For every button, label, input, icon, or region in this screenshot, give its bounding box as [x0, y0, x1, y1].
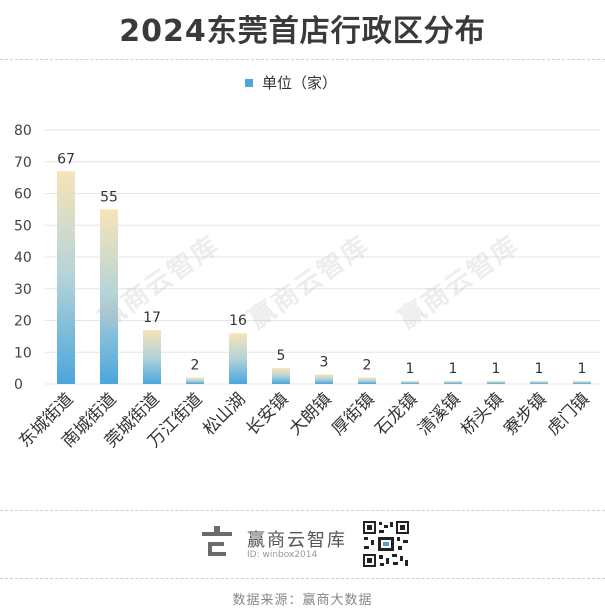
- bar: [272, 368, 290, 384]
- data-label: 16: [229, 313, 247, 329]
- data-label: 1: [492, 361, 501, 377]
- data-label: 55: [100, 189, 118, 205]
- data-label: 1: [449, 361, 458, 377]
- x-tick-label: 清溪镇: [414, 389, 464, 439]
- y-tick-label: 10: [14, 345, 32, 361]
- legend-swatch: [245, 79, 253, 87]
- x-tick-label: 松山湖: [199, 389, 249, 439]
- y-tick-label: 60: [14, 187, 32, 203]
- chart-title: 2024东莞首店行政区分布: [119, 14, 486, 49]
- winshang-logo-icon: [202, 526, 232, 556]
- bar: [229, 333, 247, 384]
- footer-divider: [0, 510, 605, 511]
- y-tick-label: 30: [14, 282, 32, 298]
- y-tick-label: 70: [14, 155, 32, 171]
- data-label: 1: [535, 361, 544, 377]
- bar: [530, 380, 548, 384]
- x-tick-label: 厚街镇: [328, 389, 378, 439]
- data-label: 67: [57, 151, 75, 167]
- top-divider: [0, 59, 605, 60]
- x-tick-label: 大朗镇: [285, 389, 335, 439]
- data-source: 数据来源：赢商大数据: [232, 593, 373, 608]
- qr-code-icon: [362, 520, 410, 568]
- x-tick-label: 石龙镇: [371, 389, 421, 439]
- bar: [401, 380, 419, 384]
- bar: [186, 377, 204, 384]
- brand-block: 赢商云智库 ID: winbox2014: [198, 522, 358, 566]
- x-tick-label: 虎门镇: [543, 389, 593, 439]
- bar: [487, 380, 505, 384]
- y-tick-label: 80: [14, 123, 32, 139]
- x-tick-label: 桥头镇: [457, 389, 507, 439]
- y-tick-label: 0: [14, 377, 23, 393]
- bar: [573, 380, 591, 384]
- brand-name: 赢商云智库: [247, 530, 347, 551]
- bar: [315, 374, 333, 384]
- bar: [444, 380, 462, 384]
- bar: [143, 330, 161, 384]
- data-label: 2: [363, 358, 372, 374]
- bar: [100, 209, 118, 384]
- data-label: 3: [320, 354, 329, 370]
- y-tick-label: 20: [14, 314, 32, 330]
- data-label: 1: [578, 361, 587, 377]
- y-tick-label: 40: [14, 250, 32, 266]
- bar: [358, 377, 376, 384]
- legend-label: 单位（家）: [262, 74, 337, 92]
- x-tick-label: 寮步镇: [500, 389, 550, 439]
- source-divider: [0, 578, 605, 579]
- data-label: 17: [143, 310, 161, 326]
- bar-chart: 0102030405060708067东城街道55南城街道17莞城街道2万江街道…: [14, 74, 600, 452]
- data-label: 5: [277, 348, 286, 364]
- data-label: 1: [406, 361, 415, 377]
- brand-id: ID: winbox2014: [247, 550, 318, 560]
- data-label: 2: [191, 358, 200, 374]
- bar: [57, 171, 75, 384]
- y-tick-label: 50: [14, 218, 32, 234]
- x-tick-label: 长安镇: [242, 389, 292, 439]
